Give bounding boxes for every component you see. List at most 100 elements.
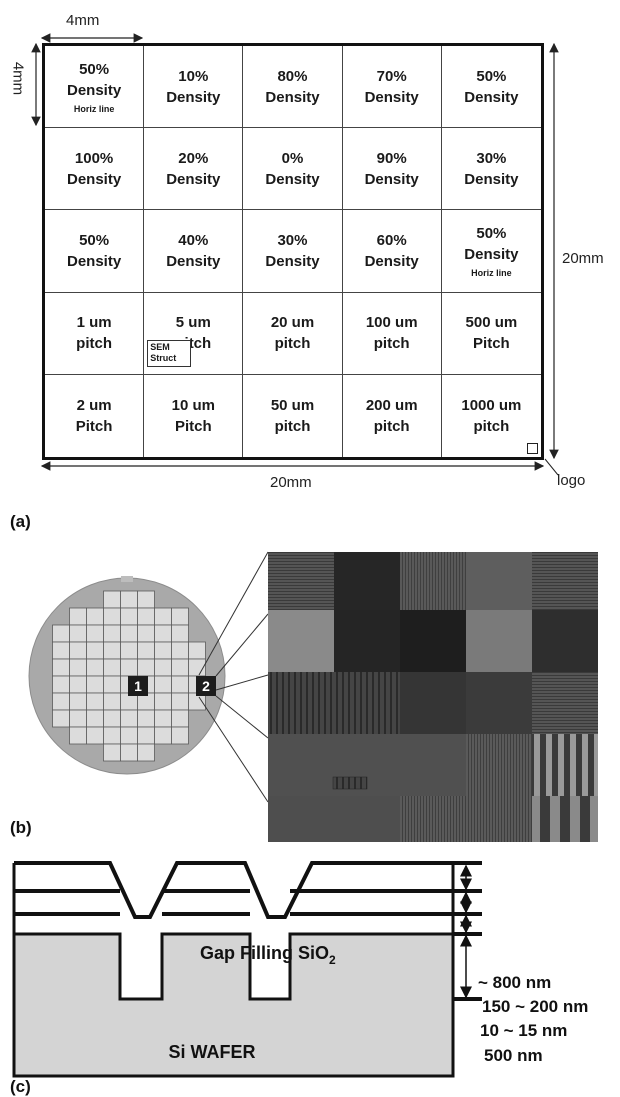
cell-value: 50 um: [270, 396, 315, 414]
sem-structure-box: SEM Struct: [147, 339, 192, 367]
layout-cell: 0% Density: [243, 128, 343, 211]
layout-cell: 5 um pitch SEM Struct: [144, 292, 244, 375]
wafer-die: [86, 709, 104, 728]
cell-caption: pitch: [373, 335, 410, 353]
panel-c-cross-section: Gap Filling SiO2 Si WAFER ~ 800 nm 150 ~…: [12, 861, 588, 1078]
cell-caption: Pitch: [174, 417, 212, 435]
wafer-die: [120, 590, 138, 609]
wafer-die: [137, 743, 155, 762]
layout-cell: 40% Density: [144, 210, 244, 293]
wafer-die: [154, 709, 172, 728]
cell-caption: Density: [364, 252, 419, 270]
wafer-die: [154, 624, 172, 643]
cell-caption: pitch: [76, 335, 113, 353]
wafer-die: [137, 709, 155, 728]
wafer-die: [52, 692, 70, 711]
cell-value: 1 um: [76, 314, 112, 332]
wafer-die: [69, 607, 87, 626]
wafer-die: [154, 641, 172, 660]
cell-value: 40%: [178, 231, 209, 249]
cell-value: 30%: [277, 231, 308, 249]
cell-value: 2 um: [76, 396, 112, 414]
test-die-layout-grid: 50% Density Horiz line 10% Density 80% Density…: [42, 43, 544, 460]
cell-caption: Density: [67, 170, 122, 188]
wafer-die: [103, 709, 121, 728]
wafer-die: [103, 607, 121, 626]
wafer-die: [154, 675, 172, 694]
layout-cell: 10 um Pitch: [144, 374, 244, 457]
cell-value: 100 um: [365, 314, 418, 332]
cell-caption: Density: [67, 81, 122, 99]
cell-note: Horiz line: [471, 267, 512, 278]
layout-cell: 50% Density: [441, 46, 541, 129]
cell-value: 10%: [178, 67, 209, 85]
wafer-die: [103, 675, 121, 694]
wafer-notch: [121, 576, 133, 582]
wafer-die: [154, 607, 172, 626]
wafer-die: [103, 692, 121, 711]
wafer-die: [52, 658, 70, 677]
cell-value: 20%: [178, 149, 209, 167]
wafer-die: [154, 726, 172, 745]
zoom-line: [198, 551, 269, 676]
wafer-die: [120, 658, 138, 677]
layout-cell: 100 um pitch: [342, 292, 442, 375]
wafer-die: [69, 692, 87, 711]
wafer-die: [171, 692, 189, 711]
cell-caption: pitch: [274, 335, 311, 353]
wafer-die: [103, 726, 121, 745]
wafer-die: [69, 675, 87, 694]
wafer-die: [137, 658, 155, 677]
layout-cell: 2 um Pitch: [45, 374, 145, 457]
cell-value: 0%: [281, 149, 304, 167]
cell-caption: Pitch: [473, 335, 510, 353]
wafer-die: [120, 624, 138, 643]
cell-caption: Density: [265, 170, 320, 188]
cell-value: 30%: [476, 149, 507, 167]
cell-value: 90%: [376, 149, 407, 167]
wafer-die: [120, 709, 138, 728]
layout-cell: 1000 um pitch: [442, 375, 541, 457]
wafer-die: [171, 658, 189, 677]
zoom-line: [215, 674, 269, 691]
cell-caption: Density: [166, 88, 221, 106]
cell-value: 50%: [476, 67, 507, 85]
cell-caption: Density: [67, 252, 122, 270]
cell-value: 50%: [79, 231, 110, 249]
layout-cell: 100% Density: [45, 128, 145, 211]
wafer-die: [137, 607, 155, 626]
wafer-die: [86, 675, 104, 694]
layout-cell: 10% Density: [144, 46, 244, 129]
panel-label-a: (a): [10, 512, 31, 531]
wafer-die: [154, 692, 172, 711]
wafer-die: [86, 641, 104, 660]
layer-lines: [14, 889, 482, 1001]
wafer-die: [171, 675, 189, 694]
wafer-die: [52, 624, 70, 643]
zoom-line: [215, 613, 269, 677]
wafer-die: [86, 658, 104, 677]
wafer-die: [137, 641, 155, 660]
layout-cell: 50% Density Horiz line: [45, 46, 145, 129]
wafer-die: [120, 743, 138, 762]
wafer-die: [171, 726, 189, 745]
panel-a-dimension-lines: [31, 33, 559, 476]
dim-500nm: 500 nm: [484, 1046, 543, 1065]
cell-caption: Density: [265, 88, 320, 106]
wafer-die: [69, 624, 87, 643]
dim-left-4mm: 4mm: [9, 61, 27, 96]
wafer-die: [69, 709, 87, 728]
wafer-die: [120, 641, 138, 660]
cell-caption: pitch: [473, 417, 510, 435]
cell-value: 80%: [277, 67, 308, 85]
cell-value: 50%: [476, 224, 507, 242]
cell-caption: Density: [166, 170, 221, 188]
wafer-die: [86, 726, 104, 745]
logo-box: [526, 442, 538, 454]
layout-cell: 60% Density: [342, 210, 442, 293]
dim-top-4mm: 4mm: [66, 12, 100, 29]
cell-value: 100%: [74, 149, 114, 167]
cell-caption: Density: [364, 170, 419, 188]
cell-note: Horiz line: [73, 103, 115, 114]
cell-value: 20 um: [270, 314, 315, 332]
